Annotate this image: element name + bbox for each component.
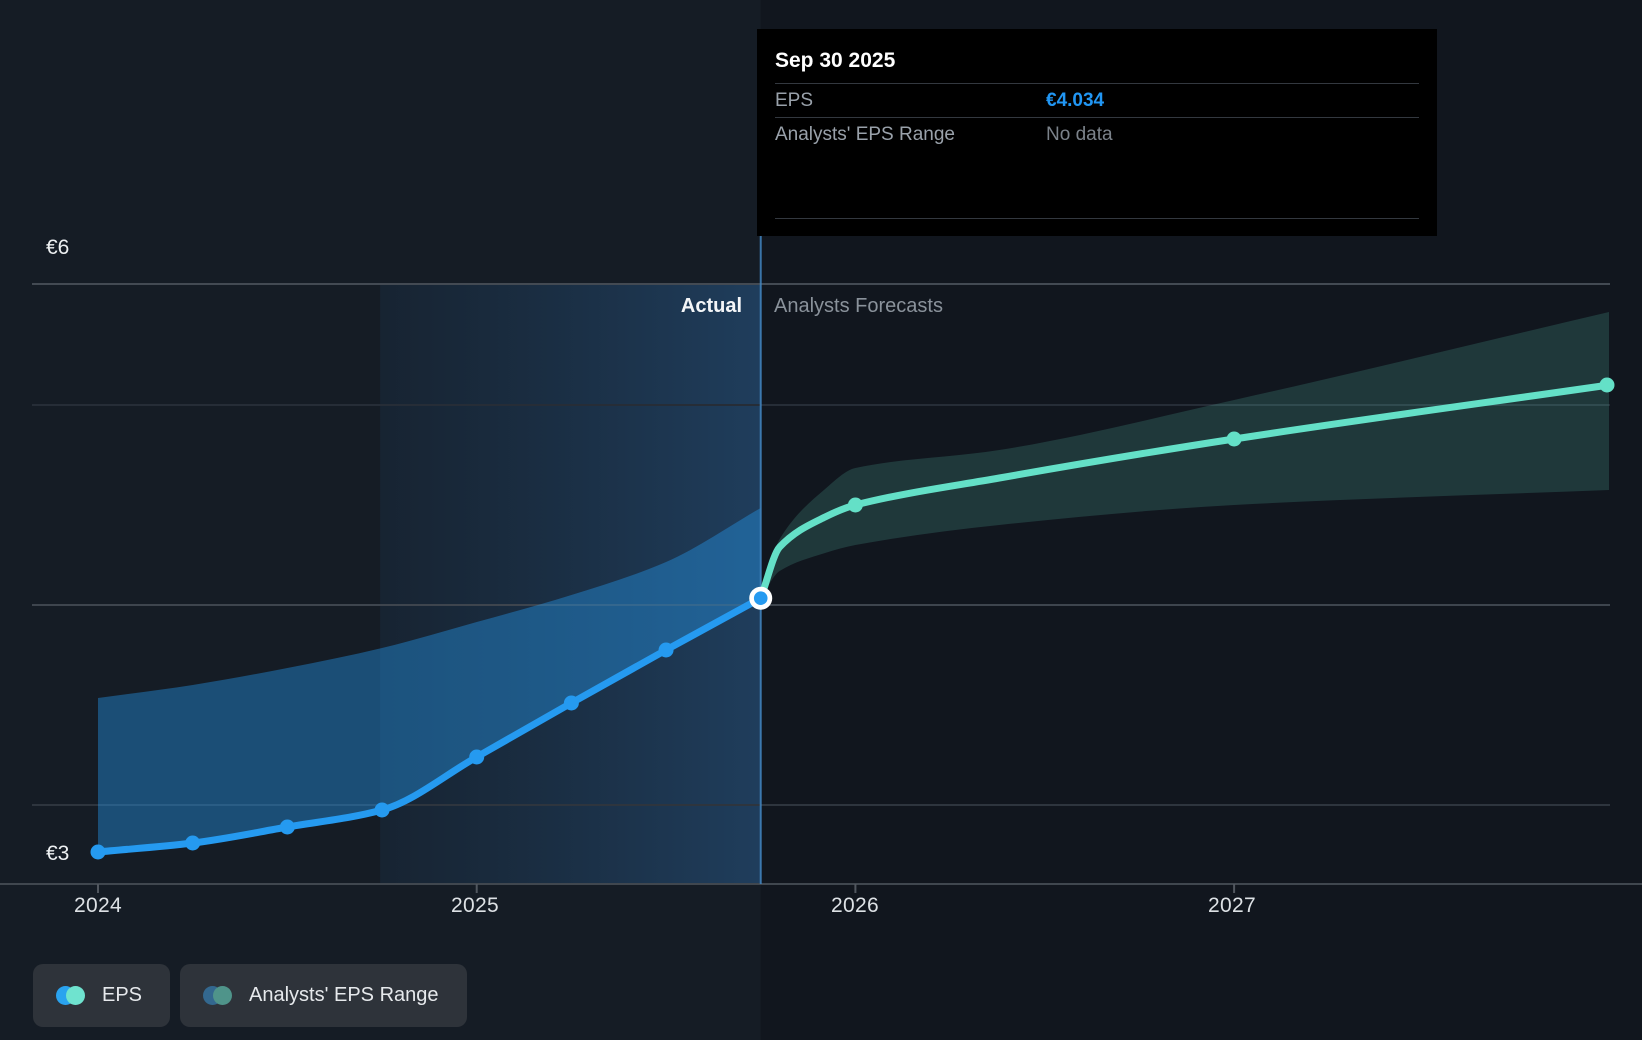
tooltip-row-eps: EPS €4.034 (775, 84, 1419, 117)
tooltip-divider (775, 117, 1419, 118)
eps-data-point[interactable] (279, 819, 295, 835)
legend-item-label: EPS (102, 984, 143, 1006)
eps-data-point[interactable] (563, 695, 579, 711)
tooltip-divider (775, 83, 1419, 84)
eps-data-point[interactable] (90, 844, 106, 860)
x-axis-label-2024: 2024 (74, 894, 122, 917)
tooltip-row-value: No data (1046, 123, 1113, 145)
tooltip-row-range: Analysts' EPS Range No data (775, 118, 1419, 151)
y-axis-label-top: €6 (46, 236, 70, 259)
eps-data-point[interactable] (374, 802, 390, 818)
eps-forecast-data-point[interactable] (847, 497, 863, 513)
y-axis-label-bottom: €3 (46, 842, 70, 865)
x-axis-label-2027: 2027 (1208, 894, 1256, 917)
x-axis-label-2025: 2025 (451, 894, 499, 917)
eps-swatch-icon (56, 986, 85, 1005)
actual-eps-range-band (98, 508, 761, 852)
forecasts-zone-label: Analysts Forecasts (774, 295, 943, 317)
eps-forecast-data-point[interactable] (1226, 431, 1242, 447)
tooltip-divider (775, 218, 1419, 219)
legend-item-label: Analysts' EPS Range (249, 984, 439, 1006)
eps-range-swatch-icon (203, 986, 233, 1005)
legend-item-analysts-eps-range[interactable]: Analysts' EPS Range (180, 964, 467, 1027)
eps-data-point[interactable] (469, 749, 485, 765)
highlight-point[interactable] (753, 591, 768, 605)
tooltip-row-value: €4.034 (1046, 89, 1105, 111)
x-axis-label-2026: 2026 (831, 894, 879, 917)
tooltip-row-label: Analysts' EPS Range (775, 123, 955, 145)
tooltip-row-label: EPS (775, 89, 814, 111)
actual-highlight-band (380, 284, 761, 884)
eps-data-point[interactable] (185, 835, 201, 851)
eps-forecast-data-point[interactable] (1599, 377, 1615, 393)
legend-item-eps[interactable]: EPS (33, 964, 171, 1027)
tooltip-title: Sep 30 2025 (775, 49, 896, 72)
analysts-eps-range-band (760, 312, 1610, 599)
tooltip: Sep 30 2025 EPS €4.034 Analysts' EPS Ran… (757, 29, 1437, 236)
actual-zone-label: Actual (680, 295, 742, 317)
eps-forecast-line (757, 381, 1613, 602)
legend: EPS Analysts' EPS Range (33, 964, 467, 1027)
eps-data-point[interactable] (658, 642, 674, 658)
